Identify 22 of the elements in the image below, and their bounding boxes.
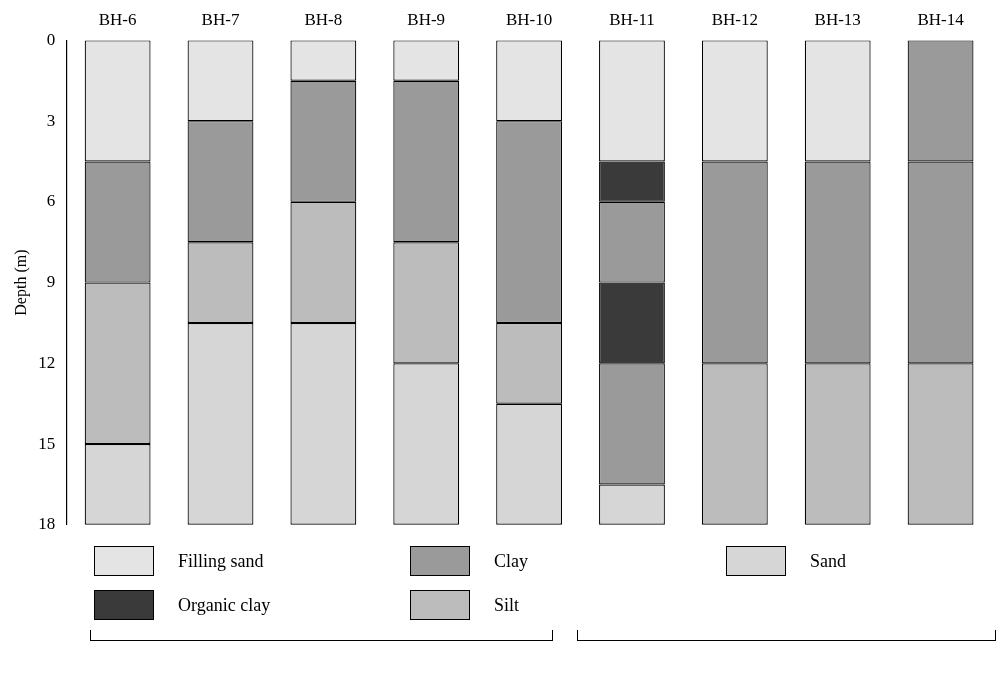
- x-tick-label: BH-7: [201, 9, 240, 29]
- x-tick-label: BH-13: [814, 9, 861, 29]
- y-tick-label: 18: [38, 514, 56, 534]
- y-tick-label: 9: [46, 272, 56, 292]
- y-tick-label: 3: [46, 110, 56, 130]
- x-tick-label: BH-10: [505, 9, 553, 29]
- x-tick-label: BH-9: [407, 9, 446, 29]
- y-axis-title: Depth (m): [11, 249, 30, 316]
- x-tick-label: BH-12: [711, 9, 758, 29]
- legend-label: Silt: [494, 594, 520, 616]
- legend-label: Clay: [494, 550, 528, 572]
- legend-label: Organic clay: [178, 594, 271, 616]
- y-tick-label: 15: [38, 433, 56, 453]
- legend-label: Sand: [810, 550, 846, 572]
- y-tick-label: 0: [46, 29, 56, 49]
- x-tick-label: BH-8: [304, 9, 343, 29]
- x-tick-label: BH-11: [609, 9, 655, 29]
- y-tick-label: 12: [38, 352, 56, 372]
- legend-label: Filling sand: [178, 550, 264, 572]
- x-tick-label: BH-6: [98, 9, 137, 29]
- x-tick-label: BH-14: [917, 9, 965, 29]
- y-tick-label: 6: [46, 191, 56, 211]
